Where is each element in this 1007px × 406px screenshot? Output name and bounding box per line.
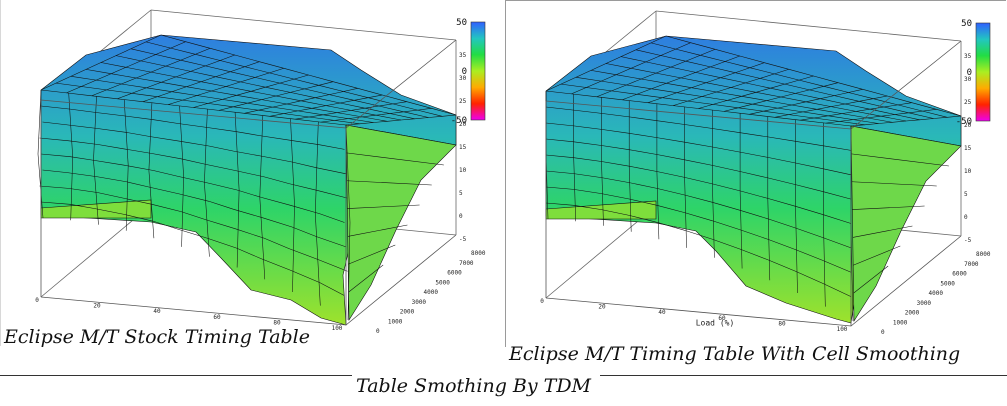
x-tick-label: 0 <box>540 298 544 305</box>
colorbar-label: -50 <box>956 117 972 127</box>
z-tick-label: 30 <box>459 75 467 82</box>
x-tick-label: 80 <box>778 320 786 327</box>
colorbar: 50 0 -50 <box>451 18 486 126</box>
z-tick-label: 10 <box>459 167 467 174</box>
z-tick-label: 0 <box>459 213 463 220</box>
y-axis: 0 1000 2000 3000 4000 5000 6000 7000 8000 <box>881 251 991 336</box>
z-tick-label: 25 <box>459 98 467 105</box>
surface-side <box>850 125 962 323</box>
y-tick-label: 5000 <box>940 280 955 287</box>
colorbar-gradient <box>470 21 486 121</box>
y-tick-label: 6000 <box>447 270 462 277</box>
y-tick-label: 8000 <box>976 251 991 258</box>
surface-mesh <box>545 35 962 322</box>
smoothed-timing-caption: Eclipse M/T Timing Table With Cell Smoot… <box>509 343 961 365</box>
z-tick-label: 35 <box>964 53 972 60</box>
y-tick-label: 7000 <box>459 260 474 267</box>
footer-divider-right <box>600 375 1007 376</box>
x-tick-label: 40 <box>658 309 666 316</box>
y-tick-label: 2000 <box>905 310 920 317</box>
timing-surface <box>37 34 457 326</box>
z-tick-label: 25 <box>964 99 972 106</box>
z-tick-label: 0 <box>964 214 968 221</box>
x-axis: 0 20 40 60 80 100 <box>35 297 343 332</box>
z-tick-label: 15 <box>964 145 972 152</box>
bounding-box-front <box>40 39 457 326</box>
x-axis-title: Load (%) <box>696 318 735 327</box>
colorbar-label: -50 <box>451 116 467 126</box>
z-tick-label: 20 <box>459 121 467 128</box>
stock-timing-surface-chart: 0 20 40 60 80 100 0 1000 2000 3000 4000 5000 6000 700… <box>0 0 501 346</box>
y-tick-label: 0 <box>881 329 885 336</box>
timing-surface <box>545 35 962 324</box>
z-tick-label: 20 <box>964 122 972 129</box>
x-tick-label: 100 <box>837 326 848 333</box>
y-tick-label: 4000 <box>929 290 944 297</box>
y-tick-label: 1000 <box>388 318 403 325</box>
z-tick-label: 15 <box>459 144 467 151</box>
colorbar-label: 50 <box>456 18 467 28</box>
x-tick-label: 40 <box>153 308 161 315</box>
x-tick-label: 0 <box>35 297 39 304</box>
y-tick-label: 0 <box>376 328 380 335</box>
surface-side <box>345 124 457 322</box>
y-tick-label: 3000 <box>917 300 932 307</box>
surface-mesh <box>37 34 457 321</box>
z-tick-label: 35 <box>459 52 467 59</box>
colorbar-gradient <box>975 22 991 122</box>
y-tick-label: 1000 <box>893 319 908 326</box>
x-tick-label: 20 <box>93 303 101 310</box>
footer-divider-left <box>0 375 352 376</box>
x-tick-label: 80 <box>273 319 281 326</box>
x-axis: 0 20 40 60 80 100 Load (%) <box>540 298 848 333</box>
smoothed-timing-surface-chart: 0 20 40 60 80 100 Load (%) 0 1000 2000 3000 4000 500… <box>505 0 1006 347</box>
y-tick-label: 4000 <box>424 289 439 296</box>
colorbar-label: 0 <box>967 68 972 78</box>
z-tick-label: 5 <box>459 190 463 197</box>
x-tick-label: 60 <box>213 314 221 321</box>
colorbar-label: 50 <box>961 19 972 29</box>
y-tick-label: 6000 <box>952 271 967 278</box>
bounding-box-front <box>545 40 962 327</box>
z-axis: -5 0 5 10 15 20 25 30 35 <box>459 52 467 243</box>
y-tick-label: 3000 <box>412 299 427 306</box>
z-tick-label: 10 <box>964 168 972 175</box>
y-tick-label: 7000 <box>964 261 979 268</box>
colorbar: 50 0 -50 <box>956 19 991 127</box>
footer-caption: Table Smothing By TDM <box>356 375 592 397</box>
y-tick-label: 2000 <box>400 309 415 316</box>
z-axis: -5 0 5 10 15 20 25 30 35 <box>964 53 972 244</box>
y-tick-label: 8000 <box>471 250 486 257</box>
y-tick-label: 5000 <box>435 279 450 286</box>
x-tick-label: 100 <box>332 325 343 332</box>
x-tick-label: 20 <box>598 304 606 311</box>
z-tick-label: -5 <box>964 237 972 244</box>
x-tick-label: 60 <box>718 315 726 322</box>
stock-timing-caption: Eclipse M/T Stock Timing Table <box>4 326 311 348</box>
z-tick-label: 5 <box>964 191 968 198</box>
z-tick-label: -5 <box>459 236 467 243</box>
y-axis: 0 1000 2000 3000 4000 5000 6000 7000 8000 <box>376 250 486 335</box>
colorbar-label: 0 <box>462 67 467 77</box>
z-tick-label: 30 <box>964 76 972 83</box>
